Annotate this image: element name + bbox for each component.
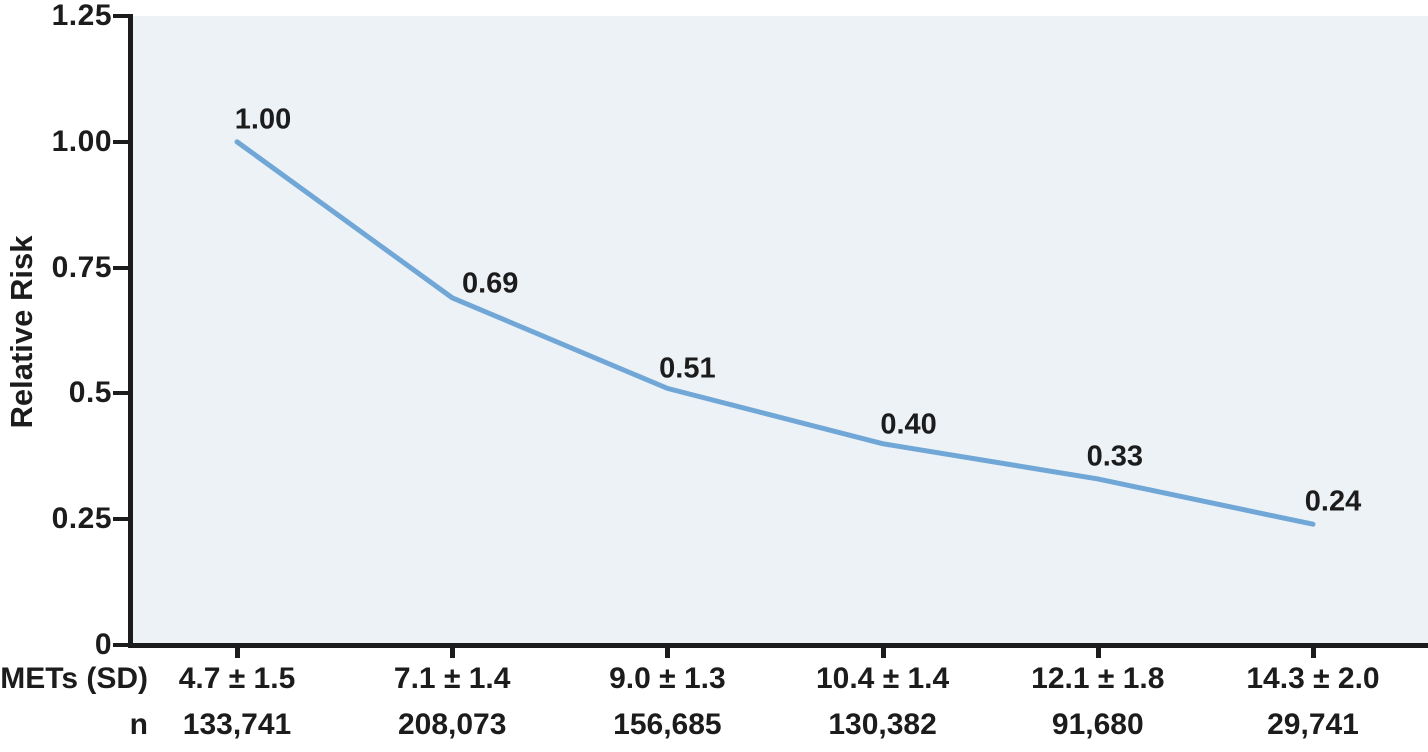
data-point-label: 0.24 [1304,485,1362,518]
x-tick-mark [880,646,886,658]
y-tick-label: 0.75 [51,250,112,284]
y-tick-label: 0.5 [68,376,112,410]
x-row-cell: 91,680 [1051,708,1144,741]
x-tick-mark [665,646,671,658]
y-tick-mark [113,517,129,522]
y-tick-mark [113,265,129,270]
x-row-cell: 14.3 ± 2.0 [1246,662,1380,695]
y-tick-label: 0 [94,628,112,661]
x-row-cell: 12.1 ± 1.8 [1031,662,1165,695]
x-row-cell: 130,382 [828,708,937,741]
x-axis-line [128,643,1428,648]
y-tick-label: 0.25 [51,502,112,536]
y-tick-mark [113,391,129,396]
y-tick-mark [113,139,129,144]
x-tick-mark [1311,646,1316,658]
x-tick-mark [1095,646,1101,658]
plot-area [133,16,1428,645]
y-axis-line [128,14,133,648]
y-tick-label: 1.25 [51,0,112,32]
risk-line [234,139,1316,527]
x-row-header: n [129,708,148,741]
x-row-cell: 10.4 ± 1.4 [815,662,950,695]
x-row-cell: 7.1 ± 1.4 [393,662,511,695]
x-axis-row: n 133,741 208,073 156,685 130,382 91,680 29,74… [0,707,1428,743]
data-point-label: 1.00 [234,103,292,136]
x-row-cell: 156,685 [613,708,722,741]
data-point-label: 0.51 [659,352,716,385]
x-axis-row: METs (SD) 4.7 ± 1.5 7.1 ± 1.4 9.0 ± 1.3 10.4… [0,661,1428,697]
y-tick-mark [113,14,129,18]
x-row-cell: 9.0 ± 1.3 [609,662,726,695]
data-point-label: 0.69 [461,267,519,300]
y-tick-label: 1.00 [51,124,112,158]
x-row-cell: 29,741 [1267,708,1359,741]
x-row-cell: 4.7 ± 1.5 [178,662,296,695]
x-tick-mark [235,646,240,658]
data-point-label: 0.40 [880,408,937,441]
x-row-header: METs (SD) [0,662,148,695]
y-tick-mark [113,643,129,647]
x-tick-mark [450,646,456,658]
data-point-label: 0.33 [1086,440,1144,473]
x-row-cell: 133,741 [182,708,292,741]
x-row-cell: 208,073 [397,708,507,741]
